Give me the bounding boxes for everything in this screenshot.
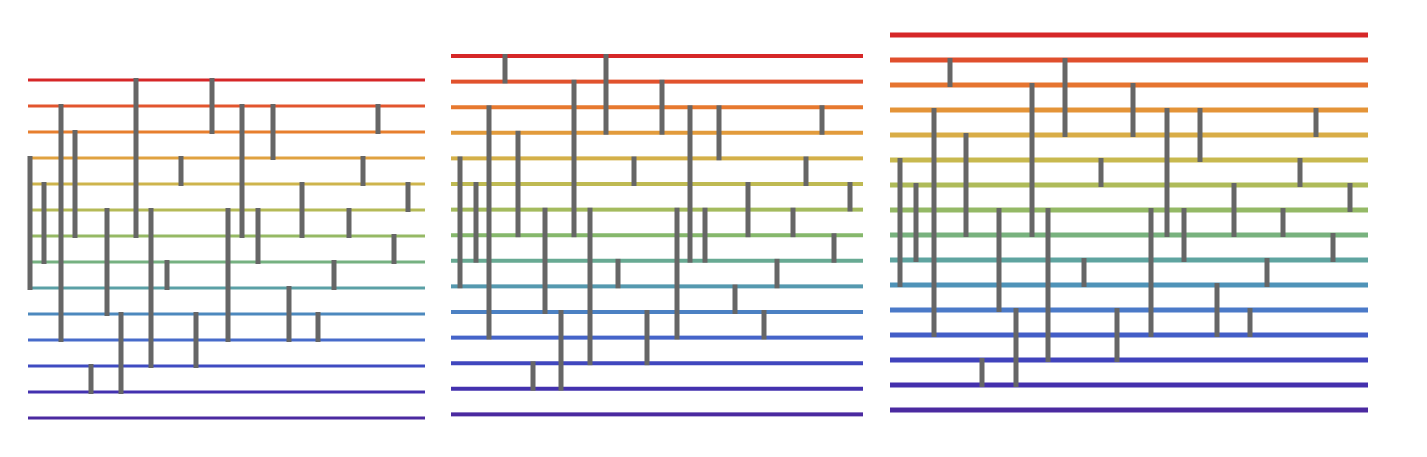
- network-panel: [27, 78, 425, 420]
- network-panel: [890, 32, 1368, 413]
- network-panel: [451, 54, 863, 417]
